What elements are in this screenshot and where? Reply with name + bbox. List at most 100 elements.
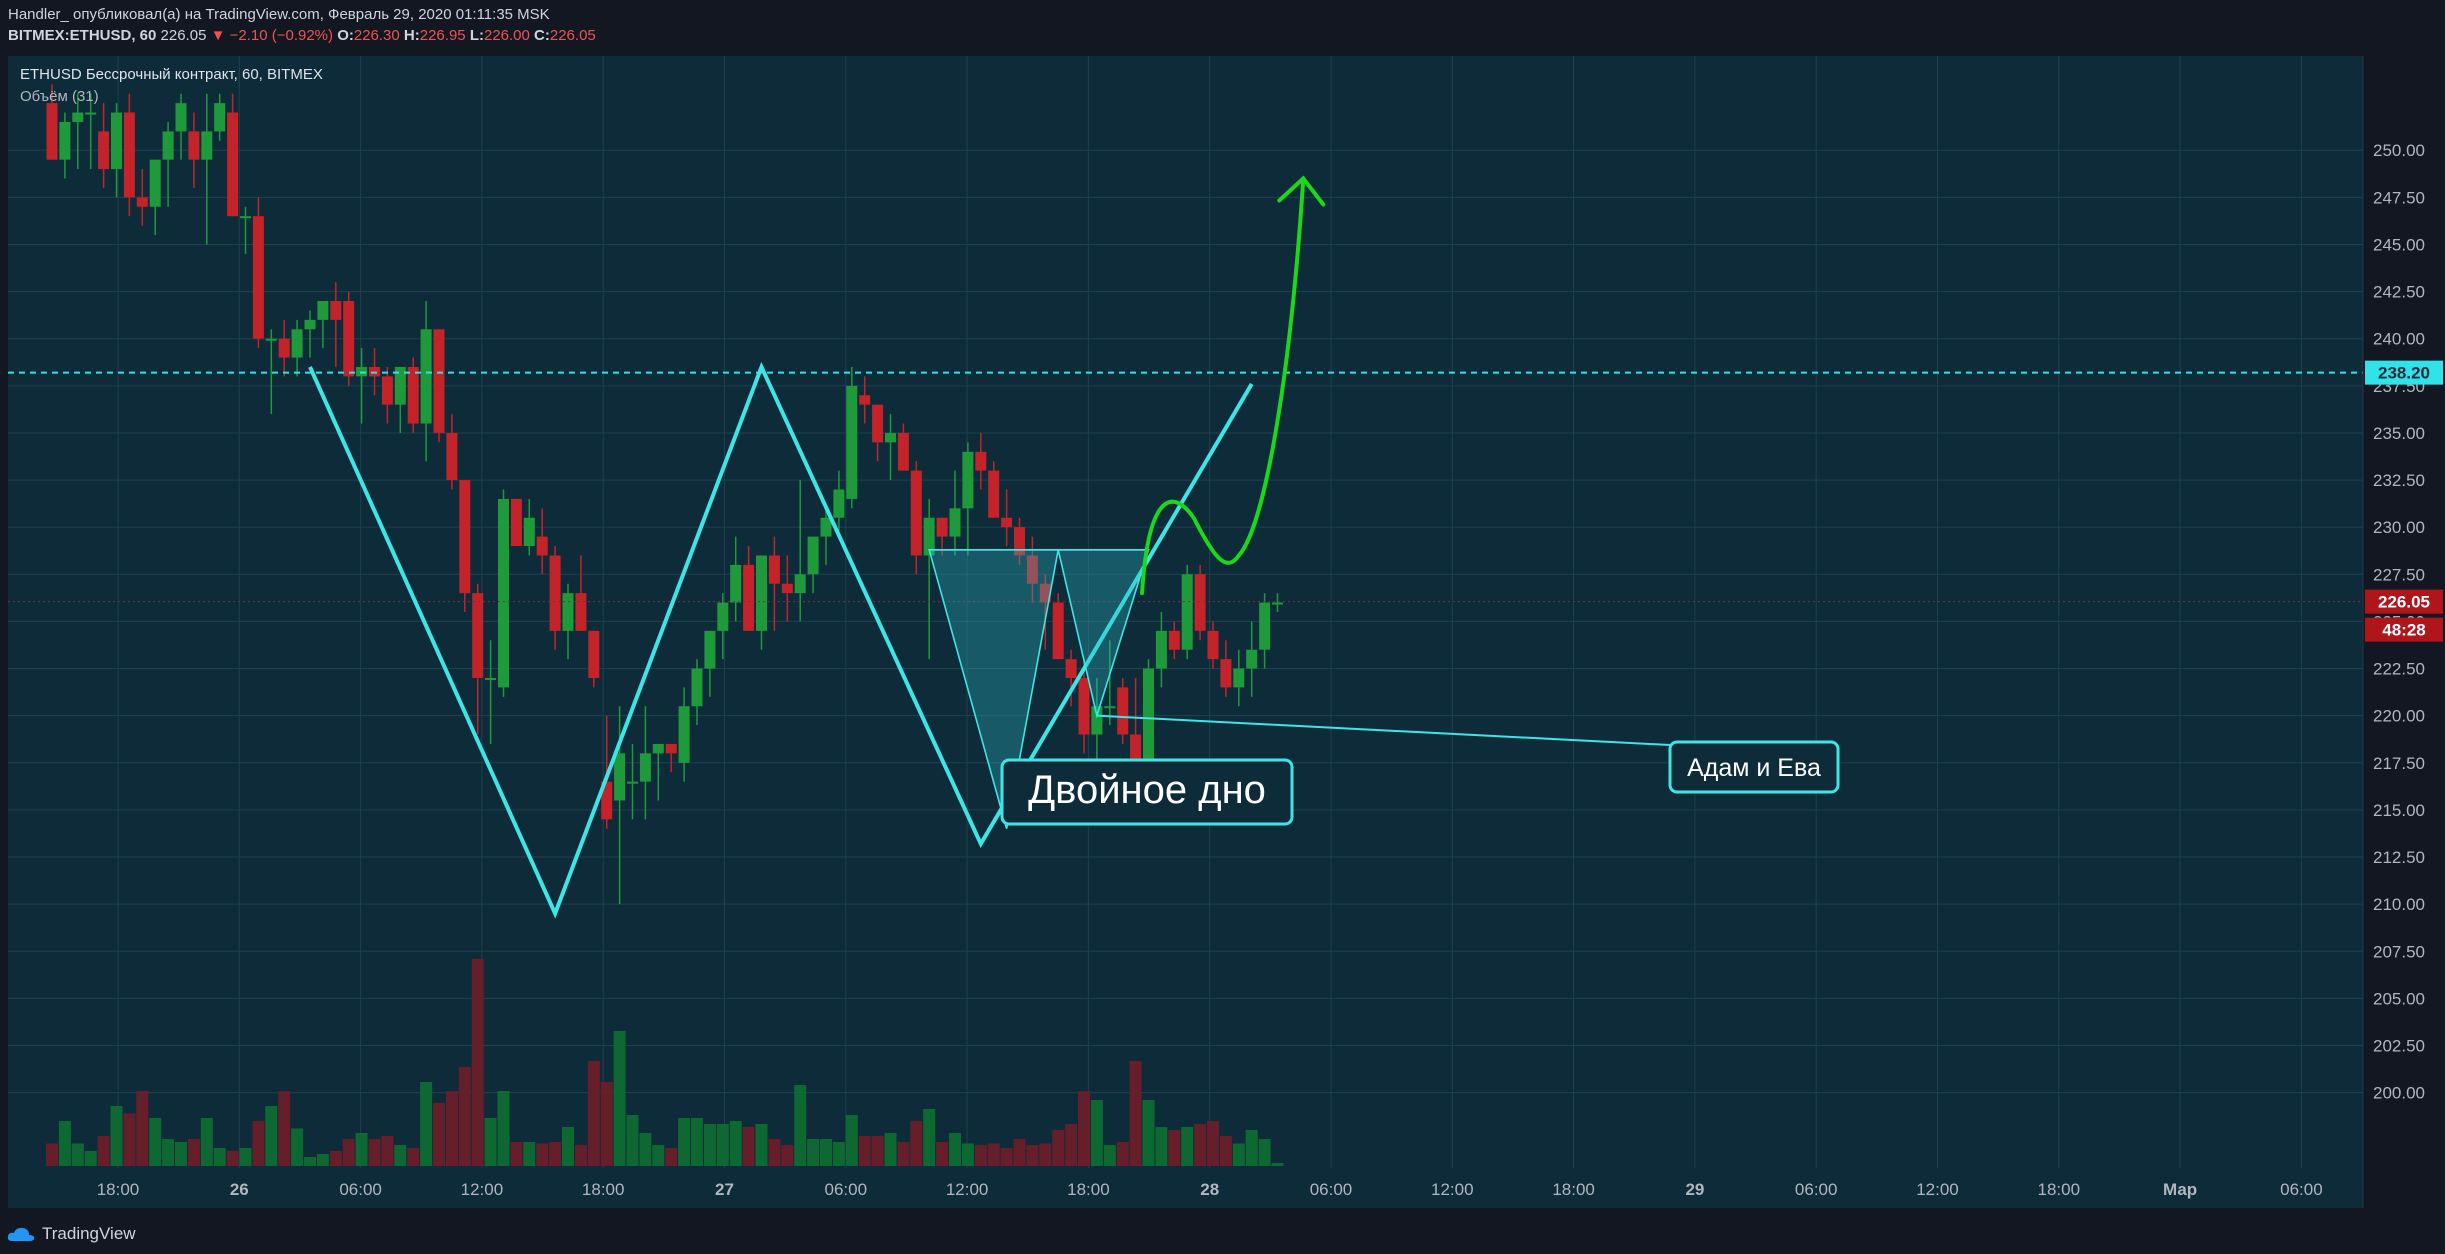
candle-body: [936, 517, 948, 537]
volume-bar: [665, 1148, 678, 1166]
candle-body: [201, 131, 213, 160]
price-tick-label: 227.50: [2373, 565, 2425, 584]
price-tick-label: 240.00: [2373, 330, 2425, 349]
last-price-tag-bg: [2365, 589, 2443, 614]
candle-body: [394, 366, 406, 405]
candle-body: [614, 753, 626, 801]
volume-bar: [381, 1136, 394, 1166]
volume-bar: [691, 1118, 703, 1166]
volume-bar: [910, 1121, 923, 1166]
time-tick-label: 12:00: [946, 1180, 989, 1199]
low-value: 226.00: [483, 27, 530, 44]
candle-body: [885, 432, 896, 443]
time-tick-label: 18:00: [582, 1180, 625, 1199]
candle-body: [252, 216, 264, 339]
countdown-tag: 48:28: [2382, 621, 2425, 640]
price-tick-label: 217.50: [2373, 754, 2425, 773]
volume-bar: [678, 1118, 691, 1166]
time-tick-label: 06:00: [339, 1180, 382, 1199]
volume-bar: [1168, 1130, 1181, 1166]
candle-body: [446, 432, 458, 481]
volume-bar: [407, 1148, 420, 1166]
time-tick-label: 06:00: [2280, 1180, 2323, 1199]
volume-bar: [523, 1142, 536, 1166]
candle-body: [949, 508, 961, 537]
time-tick-label: 18:00: [97, 1180, 140, 1199]
volume-bar: [149, 1118, 162, 1166]
time-tick-label: 12:00: [1431, 1180, 1474, 1199]
candle-body: [485, 677, 497, 680]
candle-body: [330, 301, 342, 320]
volume-bar: [226, 1151, 239, 1166]
price-tags: 238.20 226.05 48:28: [2365, 360, 2443, 642]
candle-body: [1143, 668, 1154, 763]
volume-bar: [84, 1151, 97, 1166]
candle-body: [743, 564, 755, 631]
volume-bar: [1026, 1145, 1039, 1166]
candle-body: [910, 470, 922, 556]
volume-bar: [987, 1143, 1000, 1166]
time-axis-labels[interactable]: 18:00 26 06:00 12:00 18:00 27 06:00 12:00 18:00 2…: [97, 1180, 2323, 1199]
volume-bar: [768, 1139, 781, 1166]
projection-arrowhead: [1277, 175, 1326, 207]
price-tick-label: 212.50: [2373, 848, 2425, 867]
price-axis-labels: 200.00 202.50 205.00 207.50 210.00 212.50 215.…: [2373, 141, 2425, 1102]
countdown-tag-bg: [2365, 617, 2443, 642]
candle-body: [136, 197, 148, 207]
volume-bar: [445, 1091, 458, 1166]
brand-name: TradingView: [42, 1224, 136, 1243]
candle-body: [1052, 602, 1064, 660]
open-label: O:: [337, 27, 354, 44]
time-tick-label: 18:00: [2038, 1180, 2081, 1199]
volume-bar: [265, 1106, 278, 1166]
price-tick-label: 222.50: [2373, 660, 2425, 679]
price-tick-label: 242.50: [2373, 283, 2425, 302]
volume-legend-text: Объём (31): [20, 88, 99, 105]
ohlc-line: BITMEX:ETHUSD, 60 226.05 ▼ −2.10 (−0.92%…: [8, 27, 596, 44]
price-tick-label: 202.50: [2373, 1036, 2425, 1055]
volume-bar: [510, 1142, 523, 1166]
volume-legend[interactable]: Объём (31): [20, 88, 99, 105]
volume-bar: [471, 959, 484, 1166]
volume-bar: [1142, 1100, 1155, 1166]
candle-body: [291, 329, 303, 358]
volume-bar: [807, 1139, 820, 1166]
volume-bar: [329, 1151, 342, 1166]
candle-body: [1065, 659, 1077, 678]
publish-line: Handler_ опубликовал(а) на TradingView.c…: [8, 6, 550, 23]
volume-bar: [342, 1139, 355, 1166]
volume-bar: [703, 1124, 716, 1166]
volume-bar: [368, 1139, 381, 1166]
candles: [46, 84, 1283, 905]
candle-body: [1272, 602, 1283, 605]
volume-bar: [858, 1136, 871, 1166]
time-tick-label: Мар: [2163, 1180, 2197, 1199]
candle-body: [59, 121, 71, 160]
last-value: 226.05: [160, 27, 207, 44]
candle-body: [627, 781, 638, 784]
candle-body: [1091, 706, 1103, 735]
volume-bar: [949, 1133, 961, 1166]
candle-body: [407, 366, 419, 424]
pane-title: ETHUSD Бессрочный контракт, 60, BITMEX: [20, 66, 323, 83]
candle-body: [575, 593, 587, 631]
volume-bar: [1052, 1130, 1065, 1166]
time-tick-label: 12:00: [1916, 1180, 1959, 1199]
time-tick-label: 06:00: [825, 1180, 868, 1199]
price-tick-label: 250.00: [2373, 141, 2425, 160]
volume-bar: [484, 1118, 497, 1166]
candle-body: [510, 498, 522, 547]
symbol-label[interactable]: BITMEX:ETHUSD, 60: [8, 27, 157, 44]
candle-body: [317, 301, 329, 320]
candle-body: [601, 781, 613, 820]
candle-body: [175, 103, 187, 132]
candle-body: [1194, 574, 1206, 631]
volume-bar: [820, 1139, 832, 1166]
candle-body: [1001, 517, 1013, 528]
volume-bar: [832, 1142, 845, 1166]
candle-body: [85, 112, 97, 115]
price-tick-label: 210.00: [2373, 895, 2425, 914]
volume-bar: [110, 1106, 123, 1166]
